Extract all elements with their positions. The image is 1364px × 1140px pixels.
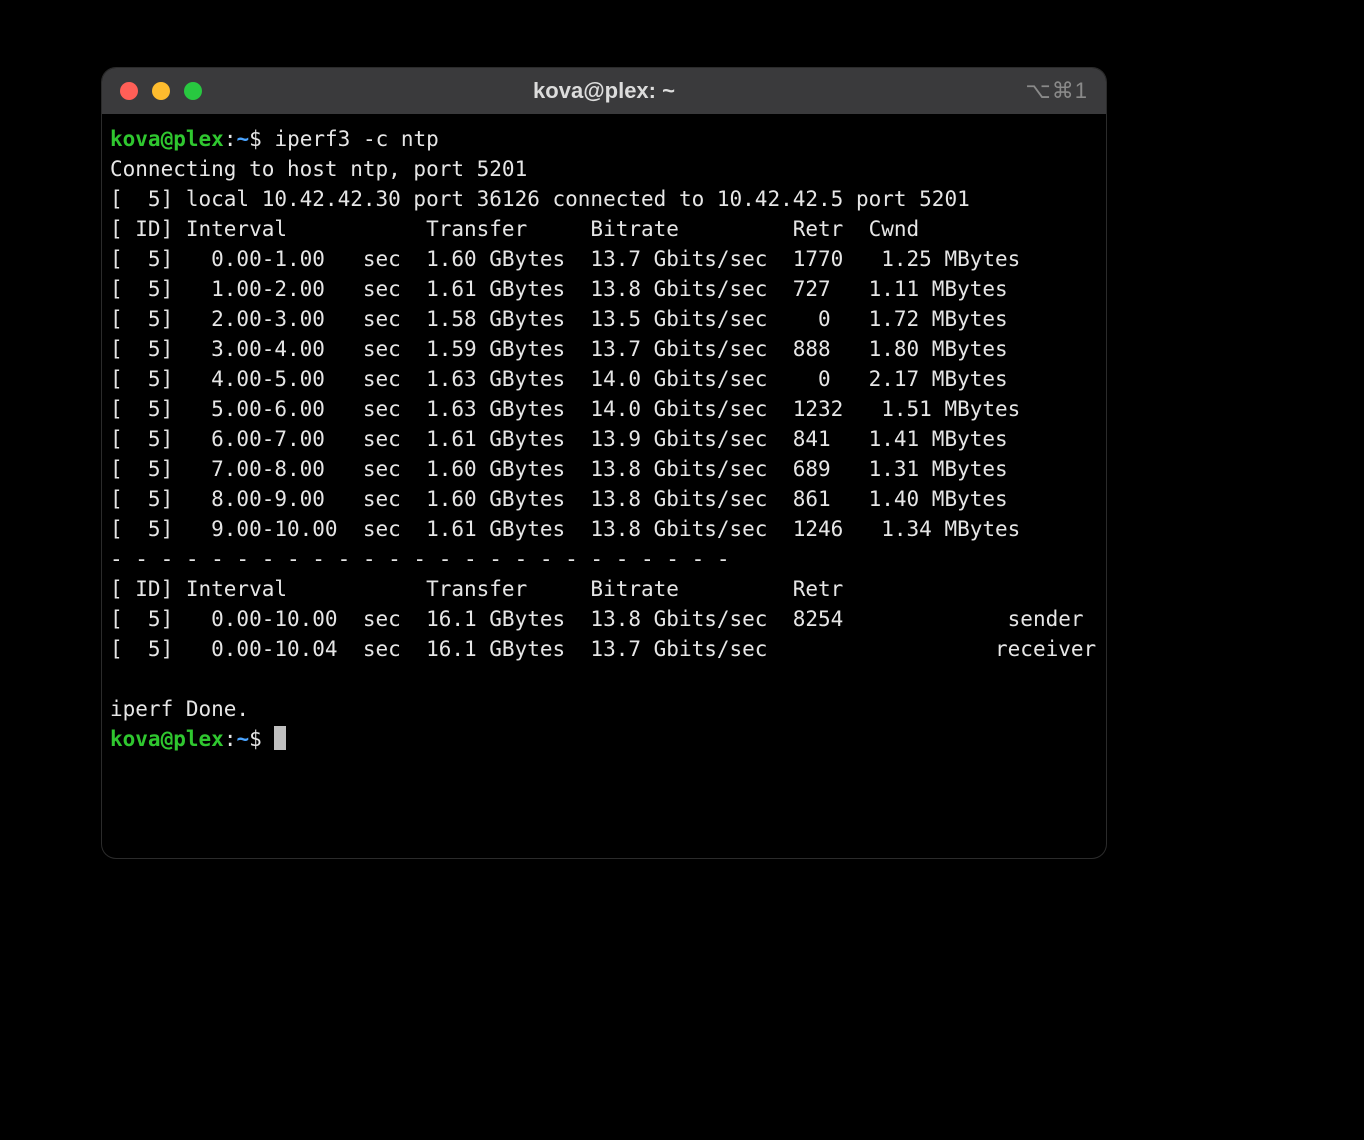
output-row: [ 5] 9.00-10.00 sec 1.61 GBytes 13.8 Gbi…	[110, 517, 1020, 541]
output-row: [ 5] 5.00-6.00 sec 1.63 GBytes 14.0 Gbit…	[110, 397, 1020, 421]
prompt-sep: :	[224, 727, 237, 751]
titlebar: kova@plex: ~ ⌥⌘1	[102, 68, 1106, 114]
prompt-line-2: kova@plex:~$	[110, 727, 286, 751]
output-row: [ 5] 6.00-7.00 sec 1.61 GBytes 13.9 Gbit…	[110, 427, 1008, 451]
output-summary-row: [ 5] 0.00-10.04 sec 16.1 GBytes 13.7 Gbi…	[110, 637, 1096, 661]
prompt-host: plex	[173, 127, 224, 151]
output-row: [ 5] 8.00-9.00 sec 1.60 GBytes 13.8 Gbit…	[110, 487, 1008, 511]
close-icon[interactable]	[120, 82, 138, 100]
prompt-at: @	[161, 127, 174, 151]
output-header-2: [ ID] Interval Transfer Bitrate Retr	[110, 577, 843, 601]
terminal-body[interactable]: kova@plex:~$ iperf3 -c ntp Connecting to…	[102, 114, 1106, 762]
maximize-icon[interactable]	[184, 82, 202, 100]
tab-shortcut-hint: ⌥⌘1	[1025, 78, 1088, 104]
prompt-at: @	[161, 727, 174, 751]
output-row: [ 5] 0.00-1.00 sec 1.60 GBytes 13.7 Gbit…	[110, 247, 1020, 271]
terminal-window: kova@plex: ~ ⌥⌘1 kova@plex:~$ iperf3 -c …	[102, 68, 1106, 858]
output-row: [ 5] 1.00-2.00 sec 1.61 GBytes 13.8 Gbit…	[110, 277, 1008, 301]
command-text: iperf3 -c ntp	[274, 127, 438, 151]
prompt-path: ~	[236, 127, 249, 151]
prompt-sep: :	[224, 127, 237, 151]
output-row: [ 5] 3.00-4.00 sec 1.59 GBytes 13.7 Gbit…	[110, 337, 1008, 361]
output-separator: - - - - - - - - - - - - - - - - - - - - …	[110, 547, 730, 571]
prompt-host: plex	[173, 727, 224, 751]
prompt-sigil: $	[249, 127, 262, 151]
output-row: [ 5] 7.00-8.00 sec 1.60 GBytes 13.8 Gbit…	[110, 457, 1008, 481]
output-connecting: Connecting to host ntp, port 5201	[110, 157, 527, 181]
output-row: [ 5] 4.00-5.00 sec 1.63 GBytes 14.0 Gbit…	[110, 367, 1008, 391]
prompt-line-1: kova@plex:~$ iperf3 -c ntp	[110, 127, 439, 151]
prompt-user: kova	[110, 127, 161, 151]
traffic-lights	[120, 82, 202, 100]
window-title: kova@plex: ~	[102, 78, 1106, 104]
output-summary-row: [ 5] 0.00-10.00 sec 16.1 GBytes 13.8 Gbi…	[110, 607, 1084, 631]
prompt-sigil: $	[249, 727, 262, 751]
output-row: [ 5] 2.00-3.00 sec 1.58 GBytes 13.5 Gbit…	[110, 307, 1008, 331]
prompt-path: ~	[236, 727, 249, 751]
prompt-user: kova	[110, 727, 161, 751]
output-done: iperf Done.	[110, 697, 249, 721]
minimize-icon[interactable]	[152, 82, 170, 100]
cursor-icon	[274, 726, 286, 750]
output-header-1: [ ID] Interval Transfer Bitrate Retr Cwn…	[110, 217, 919, 241]
output-local-line: [ 5] local 10.42.42.30 port 36126 connec…	[110, 187, 970, 211]
